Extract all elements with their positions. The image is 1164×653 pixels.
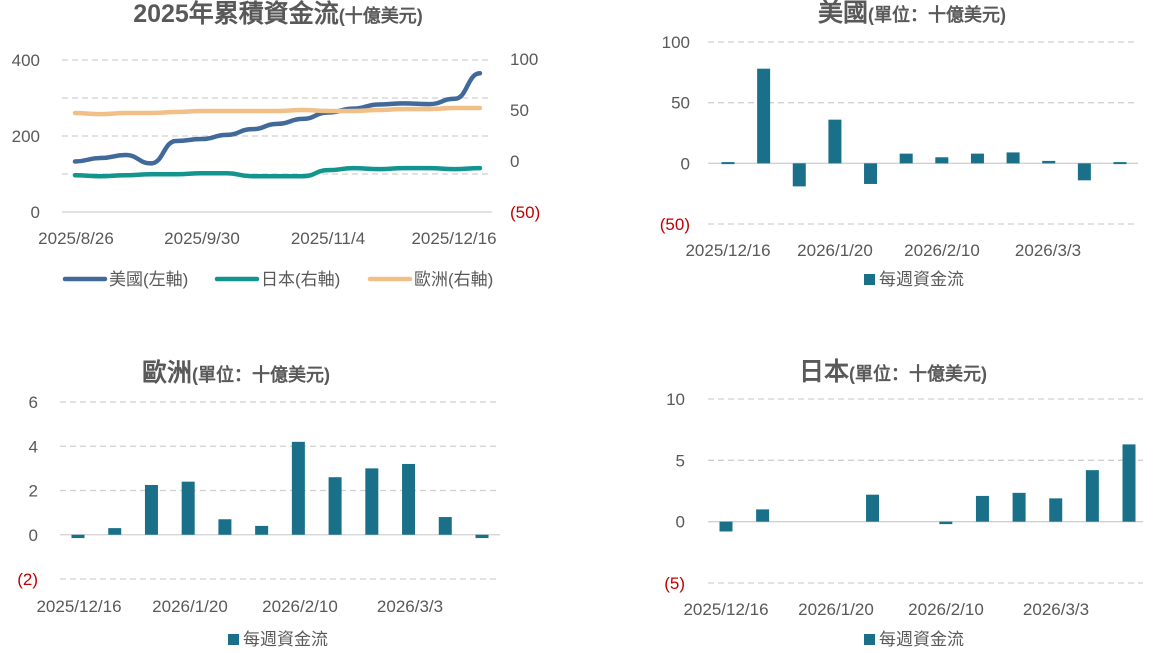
y-right-tick-label: 50 — [510, 101, 529, 120]
chart-title: 2025年累積資金流(十億美元) — [133, 0, 423, 28]
y-tick-label: 5 — [676, 451, 685, 470]
x-tick-label: 2025/12/16 — [36, 597, 121, 616]
chart-title: 美國(單位：十億美元) — [818, 0, 1006, 27]
y-tick-label: (50) — [660, 215, 690, 234]
y-right-tick-label: 100 — [510, 50, 538, 69]
bar — [1113, 162, 1127, 165]
bar — [899, 153, 913, 164]
x-tick-label: 2026/3/3 — [1023, 600, 1089, 619]
bar — [181, 481, 195, 535]
bar — [108, 528, 122, 535]
bar — [1042, 160, 1056, 164]
bar — [1006, 152, 1020, 164]
x-tick-label: 2025/9/30 — [164, 229, 240, 248]
series-line — [72, 105, 483, 117]
x-tick-label: 2026/1/20 — [797, 241, 873, 260]
legend-label: 美國(左軸) — [109, 270, 188, 289]
y-right-tick-label: (50) — [510, 203, 540, 222]
bar — [970, 153, 984, 164]
bar — [975, 495, 989, 522]
legend-label: 每週資金流 — [879, 270, 964, 289]
bar — [1049, 498, 1063, 522]
bar — [756, 509, 770, 522]
bar — [218, 519, 232, 535]
bar — [757, 68, 771, 164]
y-tick-label: 100 — [662, 33, 690, 52]
legend-label: 每週資金流 — [879, 630, 964, 649]
y-tick-label: 10 — [666, 390, 685, 409]
y-tick-label: (5) — [664, 574, 685, 593]
series-line — [72, 165, 483, 179]
y-right-tick-label: 0 — [510, 152, 519, 171]
bar — [144, 484, 158, 535]
legend-swatch — [864, 274, 875, 285]
bar — [1085, 470, 1099, 522]
us-weekly-flow-chart: 美國(單位：十億美元) (50) 0 50 100 2025/12/16 2026/1/20… — [660, 0, 1138, 289]
y-tick-label: 6 — [29, 393, 38, 412]
y-tick-label: (2) — [17, 570, 38, 589]
y-left-tick-label: 0 — [31, 203, 40, 222]
bar — [719, 521, 733, 532]
x-tick-label: 2026/1/20 — [152, 597, 228, 616]
y-left-tick-label: 400 — [12, 51, 40, 70]
chart-title: 歐洲(單位：十億美元) — [142, 359, 330, 387]
y-tick-label: 2 — [29, 482, 38, 501]
chart-title: 日本(單位：十億美元) — [799, 358, 987, 386]
bar — [71, 534, 85, 539]
series-line — [72, 71, 483, 166]
japan-weekly-flow-chart: 日本(單位：十億美元) (5) 0 5 10 2025/12/16 2026/1/20 202… — [664, 358, 1143, 649]
legend-swatch — [864, 634, 875, 645]
bar — [365, 468, 379, 535]
europe-weekly-flow-chart: 歐洲(單位：十億美元) (2) 0 2 4 6 2025/12/16 2026/1/20 202… — [17, 359, 500, 649]
x-tick-label: 2025/12/16 — [683, 600, 768, 619]
bar — [291, 441, 305, 535]
x-tick-label: 2026/2/10 — [908, 600, 984, 619]
x-tick-label: 2026/2/10 — [904, 241, 980, 260]
bar — [828, 119, 842, 164]
bar — [935, 157, 949, 164]
bar — [1122, 444, 1136, 522]
bar — [1077, 163, 1091, 181]
bar — [1012, 492, 1026, 522]
legend-swatch — [228, 634, 239, 645]
bar — [721, 162, 735, 165]
legend-label: 歐洲(右軸) — [414, 270, 493, 289]
bar — [475, 534, 489, 539]
x-tick-label: 2026/2/10 — [262, 597, 338, 616]
x-tick-label: 2026/3/3 — [377, 597, 443, 616]
y-tick-label: 4 — [29, 437, 38, 456]
bar — [438, 517, 452, 535]
x-tick-label: 2025/12/16 — [685, 241, 770, 260]
bar — [255, 525, 269, 535]
legend-label: 每週資金流 — [243, 630, 328, 649]
y-left-tick-label: 200 — [12, 127, 40, 146]
y-tick-label: 0 — [681, 154, 690, 173]
bar — [864, 163, 878, 184]
bar — [939, 521, 953, 525]
y-tick-label: 50 — [671, 94, 690, 113]
bar — [792, 163, 806, 187]
bar — [402, 463, 416, 535]
bar — [328, 477, 342, 535]
legend-label: 日本(右軸) — [261, 270, 340, 289]
x-tick-label: 2026/1/20 — [798, 600, 874, 619]
bar — [866, 494, 880, 522]
x-tick-label: 2025/8/26 — [38, 229, 114, 248]
x-tick-label: 2025/11/4 — [291, 229, 365, 248]
y-tick-label: 0 — [676, 513, 685, 532]
x-tick-label: 2025/12/16 — [411, 229, 496, 248]
x-tick-label: 2026/3/3 — [1015, 241, 1081, 260]
cumulative-flow-chart: 2025年累積資金流(十億美元) 0 200 400 (50) 0 50 100 2025/8/… — [12, 0, 541, 289]
y-tick-label: 0 — [29, 526, 38, 545]
